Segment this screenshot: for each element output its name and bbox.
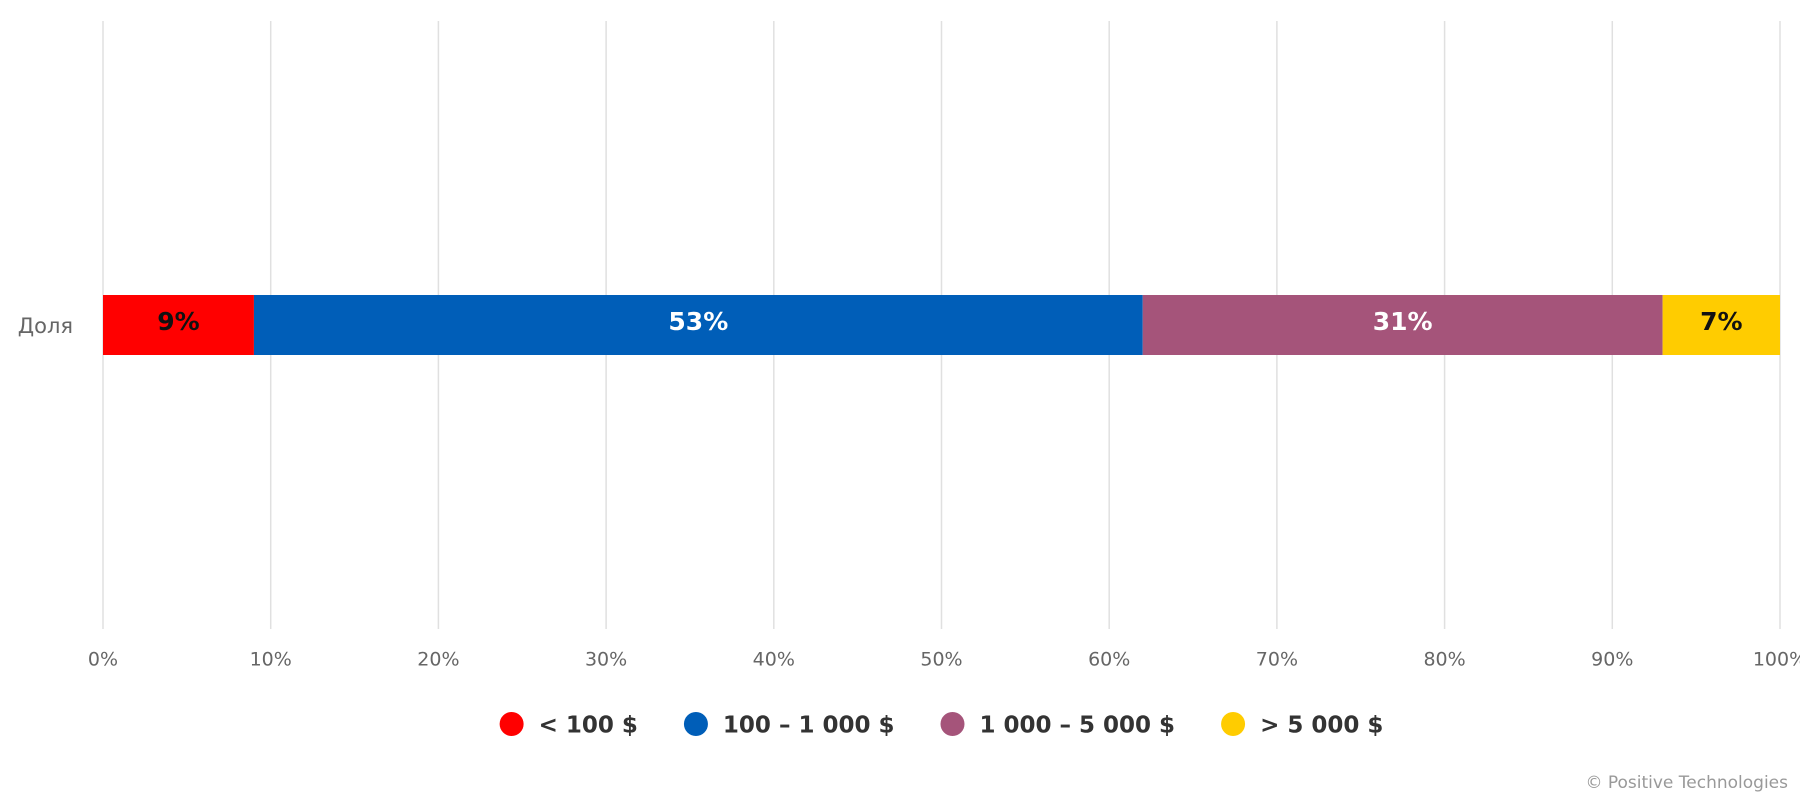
bar-segment	[1142, 295, 1663, 355]
bar-segment	[103, 295, 254, 355]
legend-marker	[1221, 712, 1246, 736]
bar-segment	[253, 295, 1143, 355]
legend-marker	[683, 712, 708, 736]
value-label: 9%	[157, 307, 199, 336]
legend-label: 100 – 1 000 $	[723, 713, 895, 739]
value-label: 31%	[1373, 307, 1433, 336]
legend-marker	[499, 712, 524, 736]
x-tick-label: 80%	[1423, 649, 1465, 671]
x-tick-label: 10%	[250, 649, 292, 671]
x-tick-label: 70%	[1256, 649, 1298, 671]
x-tick-label: 0%	[88, 649, 118, 671]
credit: © Positive Technologies	[1585, 773, 1788, 793]
x-tick-label: 40%	[753, 649, 795, 671]
x-tick-label: 20%	[417, 649, 459, 671]
value-label: 7%	[1700, 307, 1742, 336]
legend-label: < 100 $	[539, 713, 638, 739]
x-tick-label: 30%	[585, 649, 627, 671]
y-tick-label: Доля	[18, 314, 73, 338]
x-tick-label: 60%	[1088, 649, 1130, 671]
x-tick-label: 90%	[1591, 649, 1633, 671]
x-tick-label: 100%	[1753, 649, 1800, 671]
bar-segment	[1662, 295, 1780, 355]
legend-label: 1 000 – 5 000 $	[979, 713, 1175, 739]
value-label: 53%	[668, 307, 728, 336]
legend-label: > 5 000 $	[1260, 713, 1383, 739]
x-tick-label: 50%	[920, 649, 962, 671]
legend-marker	[940, 712, 965, 736]
legend: < 100 $ 100 – 1 000 $ 1 000 – 5 000 $ > 5 0…	[499, 712, 1383, 739]
